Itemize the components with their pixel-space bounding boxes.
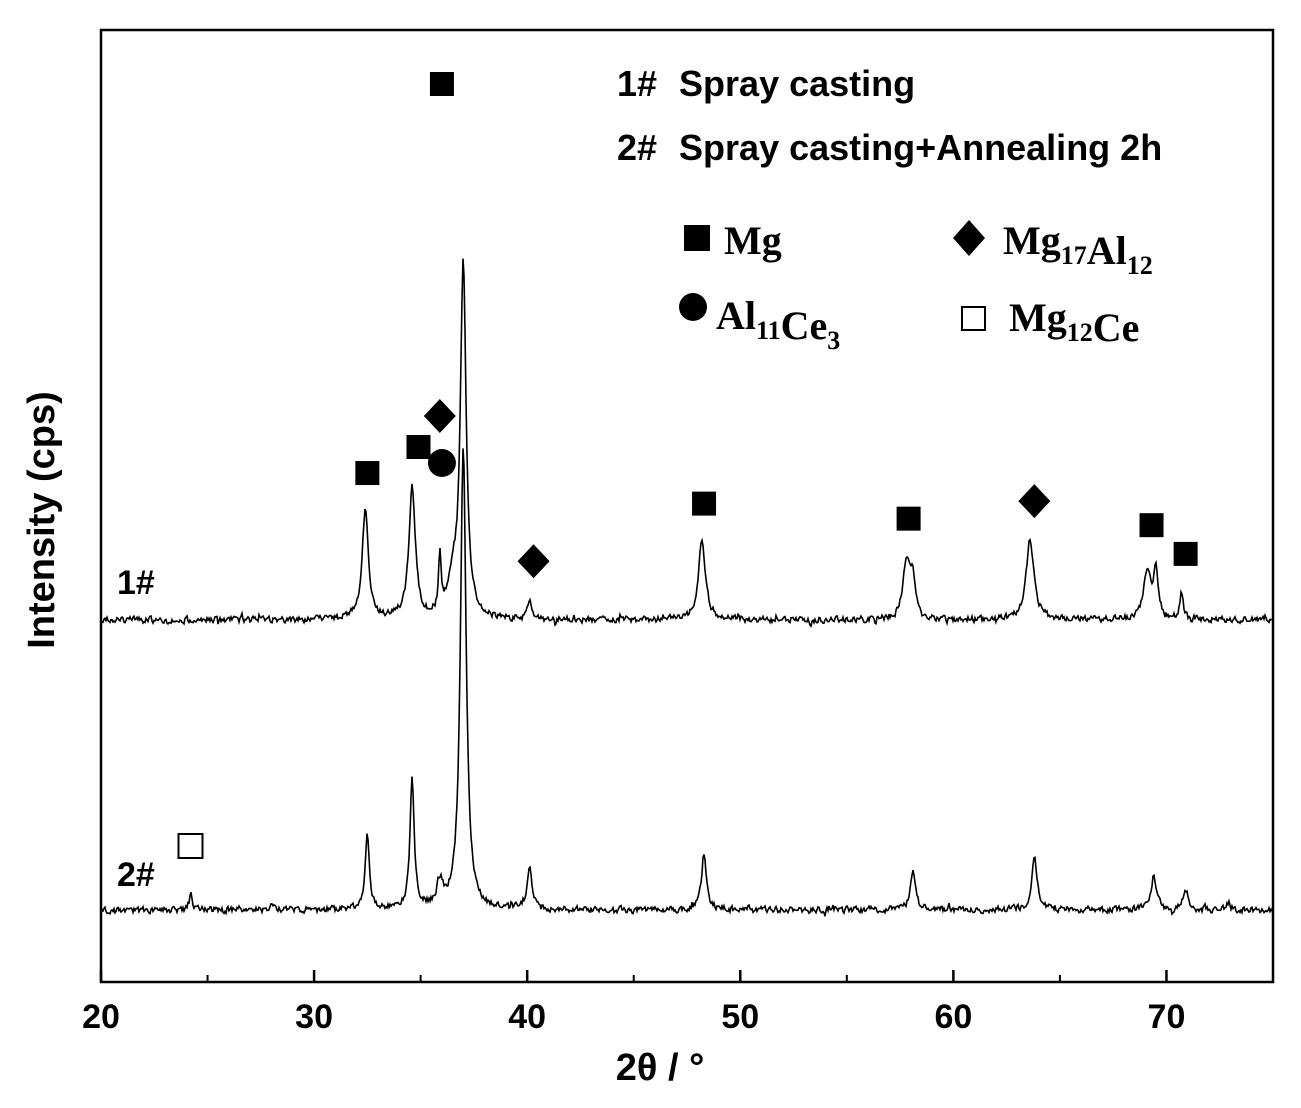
legend-mg12ce-open-square-icon bbox=[961, 306, 986, 331]
legend-series: 1# Spray casting 2# Spray casting+Annealin… bbox=[617, 63, 1162, 168]
legend-series-2: 2# Spray casting+Annealing 2h bbox=[617, 127, 1162, 168]
x-tick-label: 70 bbox=[1148, 998, 1186, 1036]
trace-1 bbox=[101, 258, 1273, 628]
peak-markers bbox=[177, 72, 1198, 859]
legend-al11ce3-label: Al11Ce3 bbox=[716, 293, 840, 355]
mg17al12-diamond-marker bbox=[1018, 484, 1051, 519]
legend-mg12ce-label: Mg12Ce bbox=[1009, 295, 1139, 350]
trace-2 bbox=[101, 448, 1273, 917]
mg17al12-diamond-marker bbox=[517, 544, 550, 579]
mg-square-marker bbox=[896, 506, 921, 531]
al11ce3-circle-marker bbox=[427, 449, 456, 477]
mg17al12-diamond-marker bbox=[423, 399, 456, 433]
x-axis-title: 2θ / ° bbox=[616, 1047, 705, 1089]
mg-square-marker bbox=[355, 461, 380, 486]
x-tick-label: 50 bbox=[721, 998, 759, 1036]
mg-square-marker bbox=[406, 435, 431, 460]
x-tick-label: 40 bbox=[508, 998, 546, 1036]
mg12ce-open-square-marker bbox=[177, 833, 204, 859]
legend-phases: Mg Mg17Al12 Al11Ce3 Mg12Ce bbox=[679, 218, 1153, 355]
legend-series-1: 1# Spray casting bbox=[617, 63, 915, 104]
mg-square-marker bbox=[1139, 513, 1164, 538]
legend-mg-label: Mg bbox=[724, 218, 782, 263]
x-tick-label: 60 bbox=[934, 998, 972, 1036]
series-label-2: 2# bbox=[117, 856, 155, 894]
x-tick-label: 20 bbox=[82, 998, 120, 1036]
plot-frame bbox=[99, 28, 1275, 984]
y-axis-title: Intensity (cps) bbox=[21, 391, 63, 649]
mg-square-marker bbox=[692, 491, 717, 516]
series-label-1: 1# bbox=[117, 564, 155, 602]
traces-group bbox=[101, 258, 1273, 917]
x-axis: 20 30 40 50 60 70 bbox=[82, 970, 1185, 1036]
mg-square-marker bbox=[429, 72, 454, 96]
legend-mg-square-icon bbox=[684, 225, 710, 251]
legend-al11ce3-circle-icon bbox=[679, 293, 707, 321]
mg-square-marker bbox=[1173, 541, 1198, 566]
legend-mg17al12-diamond-icon bbox=[953, 220, 985, 256]
legend-mg17al12-label: Mg17Al12 bbox=[1003, 218, 1153, 280]
x-tick-label: 30 bbox=[295, 998, 333, 1036]
